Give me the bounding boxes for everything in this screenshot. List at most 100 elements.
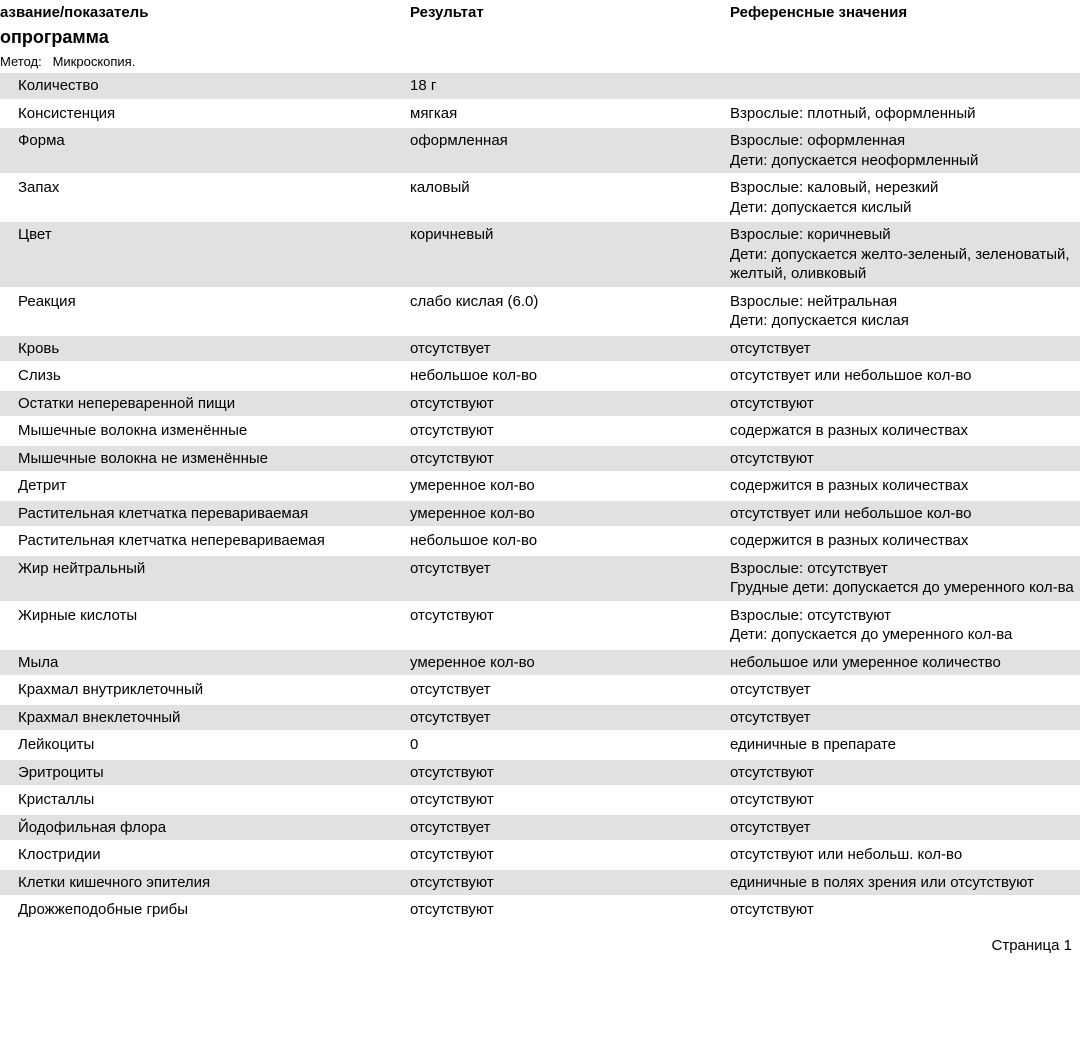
row-result: отсутствует <box>410 559 730 579</box>
row-reference: единичные в полях зрения или отсутствуют <box>730 873 1080 893</box>
header-reference: Референсные значения <box>730 4 1080 21</box>
row-name: Йодофильная флора <box>0 818 410 838</box>
reference-line: Дети: допускается неоформленный <box>730 151 1080 171</box>
row-result: 18 г <box>410 76 730 96</box>
row-name: Лейкоциты <box>0 735 410 755</box>
table-row: Растительная клетчатка неперевариваемаян… <box>0 528 1080 554</box>
reference-line: отсутствуют <box>730 763 1080 783</box>
reference-line: единичные в препарате <box>730 735 1080 755</box>
row-name: Эритроциты <box>0 763 410 783</box>
table-row: Растительная клетчатка перевариваемаяуме… <box>0 501 1080 527</box>
row-name: Слизь <box>0 366 410 386</box>
method-value: Микроскопия. <box>53 54 136 69</box>
reference-line: Взрослые: отсутствуют <box>730 606 1080 626</box>
row-result: отсутствуют <box>410 606 730 626</box>
row-name: Жир нейтральный <box>0 559 410 579</box>
row-reference: отсутствуют <box>730 790 1080 810</box>
reference-line: Дети: допускается кислая <box>730 311 1080 331</box>
reference-line: отсутствует или небольшое кол-во <box>730 504 1080 524</box>
reference-line: Взрослые: каловый, нерезкий <box>730 178 1080 198</box>
row-result: оформленная <box>410 131 730 151</box>
reference-line: отсутствует или небольшое кол-во <box>730 366 1080 386</box>
table-row: Дрожжеподобные грибыотсутствуютотсутству… <box>0 897 1080 923</box>
row-result: умеренное кол-во <box>410 476 730 496</box>
table-row: Количество18 г <box>0 73 1080 99</box>
table-row: Клостридииотсутствуютотсутствуют или неб… <box>0 842 1080 868</box>
table-row: Реакцияслабо кислая (6.0)Взрослые: нейтр… <box>0 289 1080 334</box>
table-row: Эритроцитыотсутствуютотсутствуют <box>0 760 1080 786</box>
row-name: Количество <box>0 76 410 96</box>
table-row: Мышечные волокна изменённыеотсутствуютсо… <box>0 418 1080 444</box>
section-title: опрограмма <box>0 27 1080 48</box>
row-result: отсутствуют <box>410 790 730 810</box>
row-name: Форма <box>0 131 410 151</box>
row-name: Кровь <box>0 339 410 359</box>
row-name: Дрожжеподобные грибы <box>0 900 410 920</box>
reference-line: отсутствует <box>730 708 1080 728</box>
row-result: небольшое кол-во <box>410 531 730 551</box>
row-reference: отсутствует или небольшое кол-во <box>730 504 1080 524</box>
reference-line: единичные в полях зрения или отсутствуют <box>730 873 1080 893</box>
row-result: каловый <box>410 178 730 198</box>
row-result: коричневый <box>410 225 730 245</box>
reference-line: Взрослые: нейтральная <box>730 292 1080 312</box>
row-result: слабо кислая (6.0) <box>410 292 730 312</box>
row-reference: содержится в разных количествах <box>730 531 1080 551</box>
row-result: отсутствуют <box>410 449 730 469</box>
row-reference: Взрослые: коричневыйДети: допускается же… <box>730 225 1080 284</box>
row-reference: отсутствует <box>730 708 1080 728</box>
row-reference: единичные в препарате <box>730 735 1080 755</box>
row-reference: отсутствуют <box>730 449 1080 469</box>
row-reference: отсутствует или небольшое кол-во <box>730 366 1080 386</box>
table-row: Мышечные волокна не изменённыеотсутствую… <box>0 446 1080 472</box>
method-label: Метод: <box>0 54 42 69</box>
table-row: Клетки кишечного эпителияотсутствуютедин… <box>0 870 1080 896</box>
row-reference: отсутствуют <box>730 394 1080 414</box>
row-reference: содержится в разных количествах <box>730 476 1080 496</box>
row-result: отсутствует <box>410 818 730 838</box>
table-row: ЗапахкаловыйВзрослые: каловый, нерезкийД… <box>0 175 1080 220</box>
row-result: умеренное кол-во <box>410 504 730 524</box>
reference-line: Дети: допускается до умеренного кол-ва <box>730 625 1080 645</box>
reference-line: отсутствует <box>730 680 1080 700</box>
row-result: умеренное кол-во <box>410 653 730 673</box>
row-result: 0 <box>410 735 730 755</box>
row-result: отсутствуют <box>410 763 730 783</box>
reference-line: отсутствуют <box>730 900 1080 920</box>
row-result: отсутствуют <box>410 873 730 893</box>
table-row: КонсистенциямягкаяВзрослые: плотный, офо… <box>0 101 1080 127</box>
reference-line: отсутствуют <box>730 449 1080 469</box>
reference-line: отсутствуют <box>730 394 1080 414</box>
reference-line: Взрослые: плотный, оформленный <box>730 104 1080 124</box>
row-reference: Взрослые: нейтральнаяДети: допускается к… <box>730 292 1080 331</box>
table-row: ФормаоформленнаяВзрослые: оформленная Де… <box>0 128 1080 173</box>
row-name: Консистенция <box>0 104 410 124</box>
row-name: Кристаллы <box>0 790 410 810</box>
table-row: Йодофильная флораотсутствуетотсутствует <box>0 815 1080 841</box>
table-header: азвание/показатель Результат Референсные… <box>0 0 1080 25</box>
row-result: отсутствует <box>410 680 730 700</box>
reference-line: отсутствует <box>730 818 1080 838</box>
data-rows: Количество18 гКонсистенциямягкаяВзрослые… <box>0 73 1080 923</box>
table-row: ЦветкоричневыйВзрослые: коричневыйДети: … <box>0 222 1080 287</box>
row-result: отсутствует <box>410 708 730 728</box>
row-name: Крахмал внеклеточный <box>0 708 410 728</box>
row-result: отсутствуют <box>410 845 730 865</box>
table-row: Жирные кислотыотсутствуютВзрослые: отсут… <box>0 603 1080 648</box>
row-name: Мыла <box>0 653 410 673</box>
header-name: азвание/показатель <box>0 4 410 21</box>
row-name: Цвет <box>0 225 410 245</box>
row-result: отсутствуют <box>410 900 730 920</box>
row-result: отсутствуют <box>410 394 730 414</box>
method-line: Метод: Микроскопия. <box>0 54 1080 69</box>
row-reference: отсутствуют или небольш. кол-во <box>730 845 1080 865</box>
table-row: Лейкоциты0единичные в препарате <box>0 732 1080 758</box>
row-name: Растительная клетчатка перевариваемая <box>0 504 410 524</box>
table-row: Кристаллыотсутствуютотсутствуют <box>0 787 1080 813</box>
row-reference: Взрослые: каловый, нерезкийДети: допуска… <box>730 178 1080 217</box>
reference-line: содержатся в разных количествах <box>730 421 1080 441</box>
page-footer: Страница 1 <box>0 937 1080 954</box>
reference-line: Взрослые: оформленная <box>730 131 1080 151</box>
reference-line: отсутствуют <box>730 790 1080 810</box>
reference-line: отсутствуют или небольш. кол-во <box>730 845 1080 865</box>
